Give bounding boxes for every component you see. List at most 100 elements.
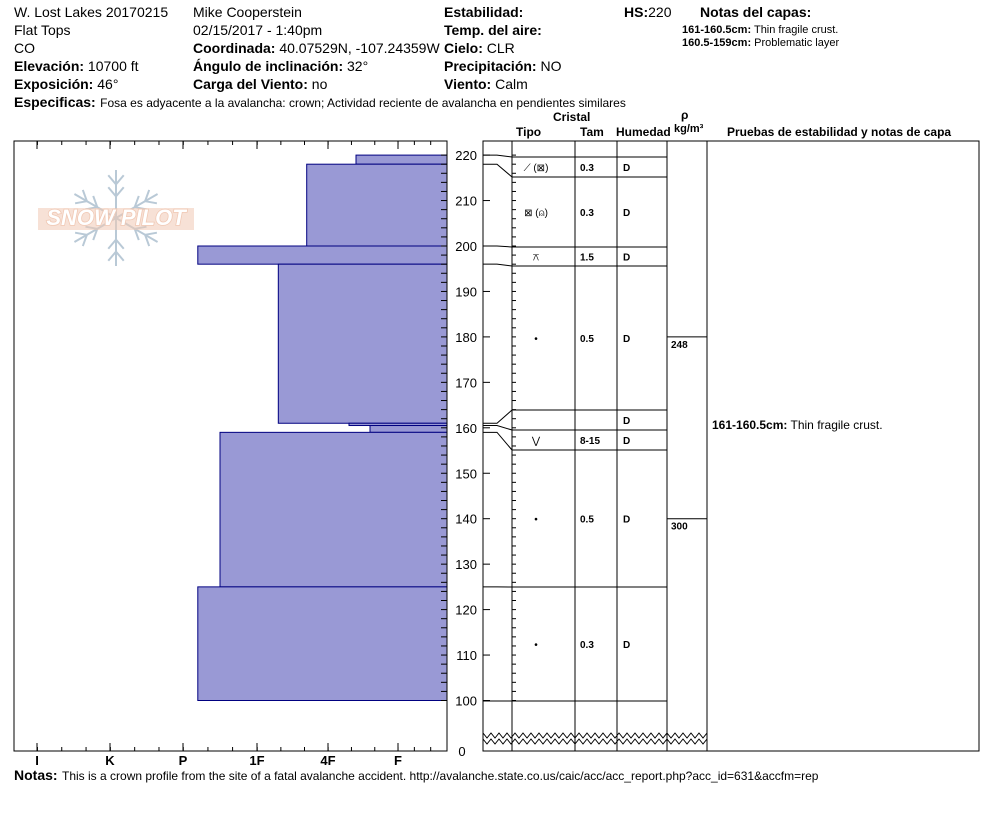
- axis-break-lower: [482, 738, 708, 745]
- stability-note: 161-160.5cm: Thin fragile crust.: [712, 418, 883, 432]
- snowflake-branch: [144, 189, 151, 202]
- layer-note-2: 160.5-159cm: Problematic layer: [682, 37, 840, 49]
- wind: Viento: Calm: [444, 76, 528, 92]
- layer-size-2: 0.3: [580, 208, 594, 219]
- sky: Cielo: CLR: [444, 40, 515, 56]
- hardness-bar-4: [277, 263, 448, 424]
- snowflake-branch: [133, 228, 140, 241]
- state: CO: [14, 40, 35, 56]
- layer-moisture-3: D: [623, 253, 630, 264]
- y-tick-label-200: 200: [455, 239, 477, 254]
- elevation: Elevación: 10700 ft: [14, 58, 139, 74]
- notes: Notas: This is a crown profile from the …: [14, 767, 819, 783]
- hardness-bar-1: [355, 154, 448, 165]
- density-value-2: 300: [671, 522, 688, 533]
- snowpilot-logo: SNOW PILOT: [38, 170, 194, 266]
- header-tipo: Tipo: [516, 125, 542, 139]
- snowflake-branch: [115, 238, 125, 250]
- hardness-bar-2: [306, 163, 448, 247]
- layer-moisture-1: D: [623, 163, 630, 174]
- snowflake-branch: [74, 231, 88, 236]
- specifics: Especificas: Fosa es adyacente a la aval…: [14, 94, 626, 110]
- y-tick-label-180: 180: [455, 330, 477, 345]
- layer-type-6: ⋁: [531, 436, 541, 447]
- hardness-bar-7: [219, 431, 448, 588]
- layer-moisture-2: D: [623, 208, 630, 219]
- datetime: 02/15/2017 - 1:40pm: [193, 22, 323, 38]
- y-tick-label-140: 140: [455, 512, 477, 527]
- hardness-bar-8: [197, 586, 448, 701]
- header-cristal: Cristal: [553, 110, 591, 124]
- y-tick-label-100: 100: [455, 694, 477, 709]
- coordinates: Coordinada: 40.07529N, -107.24359W: [193, 40, 440, 56]
- x-tick-label-4F: 4F: [320, 753, 335, 768]
- header-tests: Pruebas de estabilidad y notas de capa: [727, 125, 952, 139]
- stability: Estabilidad:: [444, 4, 524, 20]
- snowflake-branch: [115, 174, 125, 186]
- logo-text: SNOW PILOT: [46, 205, 187, 230]
- layer-connector: [483, 154, 513, 158]
- hardness-bars: [197, 154, 448, 701]
- layer-moisture-8: D: [623, 640, 630, 651]
- logo-band: [38, 208, 194, 230]
- snowflake-branch: [92, 228, 99, 241]
- y-tick-label-120: 120: [455, 603, 477, 618]
- range-name: Flat Tops: [14, 22, 71, 38]
- layer-note-1: 161-160.5cm: Thin fragile crust.: [682, 24, 839, 36]
- slope-angle: Ángulo de inclinación: 32°: [193, 58, 369, 74]
- snow-height: HS:220: [624, 4, 672, 20]
- pit-name: W. Lost Lakes 20170215: [14, 4, 169, 20]
- snowflake-branch: [107, 174, 117, 186]
- y-break-label: 0: [458, 744, 465, 759]
- layer-size-4: 0.5: [580, 334, 594, 345]
- y-tick-label-130: 130: [455, 557, 477, 572]
- y-tick-label-210: 210: [455, 194, 477, 209]
- air-temp: Temp. del aire:: [444, 22, 542, 38]
- y-tick-label-150: 150: [455, 466, 477, 481]
- snowflake-branch: [115, 186, 125, 198]
- layer-size-7: 0.5: [580, 515, 594, 526]
- layer-connector: [483, 245, 513, 248]
- layer-connector: [483, 409, 513, 424]
- y-tick-label-160: 160: [455, 421, 477, 436]
- x-tick-label-1F: 1F: [249, 753, 264, 768]
- y-tick-label-190: 190: [455, 284, 477, 299]
- snowflake-branch: [144, 231, 158, 236]
- snowflake-branch: [81, 189, 88, 202]
- layer-notes-title: Notas del capas:: [700, 4, 812, 20]
- header-humedad: Humedad: [616, 125, 671, 139]
- layer-connector: [483, 425, 513, 431]
- header-rho: ρ: [681, 108, 689, 122]
- header-density-unit: kg/m³: [674, 123, 704, 135]
- hardness-axis: I K P 1F 4F F: [35, 141, 448, 768]
- height-axis: 100 110 120 130 140 150 160 170 180 190 200 210 220 0: [441, 148, 516, 759]
- layer-moisture-6: D: [623, 436, 630, 447]
- layer-connector: [483, 163, 513, 178]
- layer-table: ⟋ (⊠) 0.3 D⊠ (⍝) 0.3 D⚻ 1.5 D• 0.5 DD⋁ 8-15 D• 0.5 D…: [483, 154, 667, 702]
- hardness-bar-3: [197, 245, 448, 265]
- observer: Mike Cooperstein: [193, 4, 302, 20]
- y-tick-label-220: 220: [455, 148, 477, 163]
- snowflake-branch: [92, 195, 99, 208]
- layer-type-4: •: [534, 334, 538, 345]
- snowflake-branch: [107, 186, 117, 198]
- y-tick-label-170: 170: [455, 375, 477, 390]
- layer-size-1: 0.3: [580, 163, 594, 174]
- layer-moisture-4: D: [623, 334, 630, 345]
- snowflake-branch: [115, 250, 125, 262]
- layer-size-6: 8-15: [580, 436, 600, 447]
- tests-frame: [706, 140, 980, 752]
- layer-type-3: ⚻: [533, 253, 540, 264]
- density-column: 248 300: [667, 336, 707, 533]
- density-value-1: 248: [671, 340, 688, 351]
- x-tick-label-K: K: [105, 753, 115, 768]
- layer-size-3: 1.5: [580, 253, 594, 264]
- hardness-bar-6: [369, 425, 448, 433]
- x-tick-label-I: I: [35, 753, 39, 768]
- layer-connector: [483, 431, 513, 451]
- snowflake-branch: [144, 200, 158, 205]
- layer-type-8: •: [534, 640, 538, 651]
- snowflake-branch: [133, 195, 140, 208]
- layer-type-2: ⊠ (⍝): [524, 208, 548, 219]
